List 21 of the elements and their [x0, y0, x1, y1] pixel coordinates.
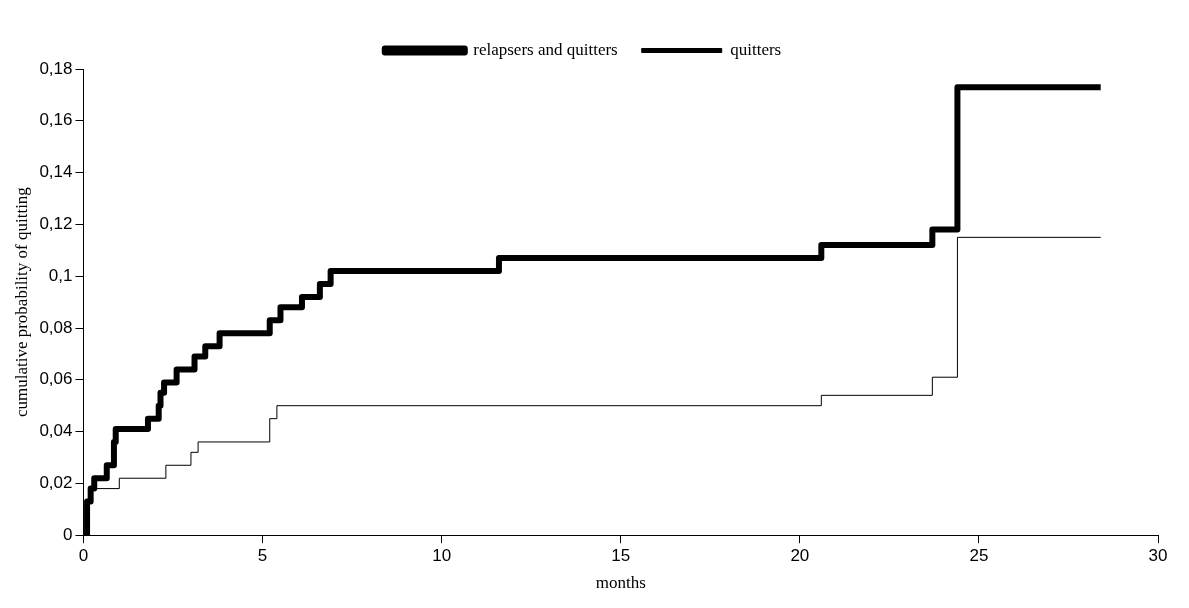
y-tick-label: 0,02 [39, 473, 73, 493]
legend-label: relapsers and quitters [473, 39, 618, 59]
x-tick-label: 5 [257, 546, 268, 566]
x-tick-label: 0 [78, 546, 89, 566]
x-tick-label: 10 [432, 546, 452, 566]
y-tick-label: 0,16 [39, 110, 73, 130]
y-tick-label: 0,1 [48, 265, 73, 285]
y-tick-label: 0,06 [39, 369, 73, 389]
legend-label: quitters [730, 39, 782, 59]
y-tick-label: 0,04 [39, 421, 73, 441]
x-tick-label: 25 [969, 546, 989, 566]
x-tick-label: 20 [790, 546, 810, 566]
y-tick-label: 0,14 [39, 162, 73, 182]
x-tick-label: 30 [1148, 546, 1168, 566]
y-axis-title: cumulative probability of quitting [11, 186, 31, 418]
y-tick-label: 0,12 [39, 214, 73, 234]
x-axis-title: months [595, 573, 646, 593]
y-tick-label: 0 [63, 524, 73, 544]
y-tick-label: 0,18 [39, 58, 73, 78]
x-tick-label: 15 [611, 546, 631, 566]
y-tick-label: 0,08 [39, 317, 73, 337]
